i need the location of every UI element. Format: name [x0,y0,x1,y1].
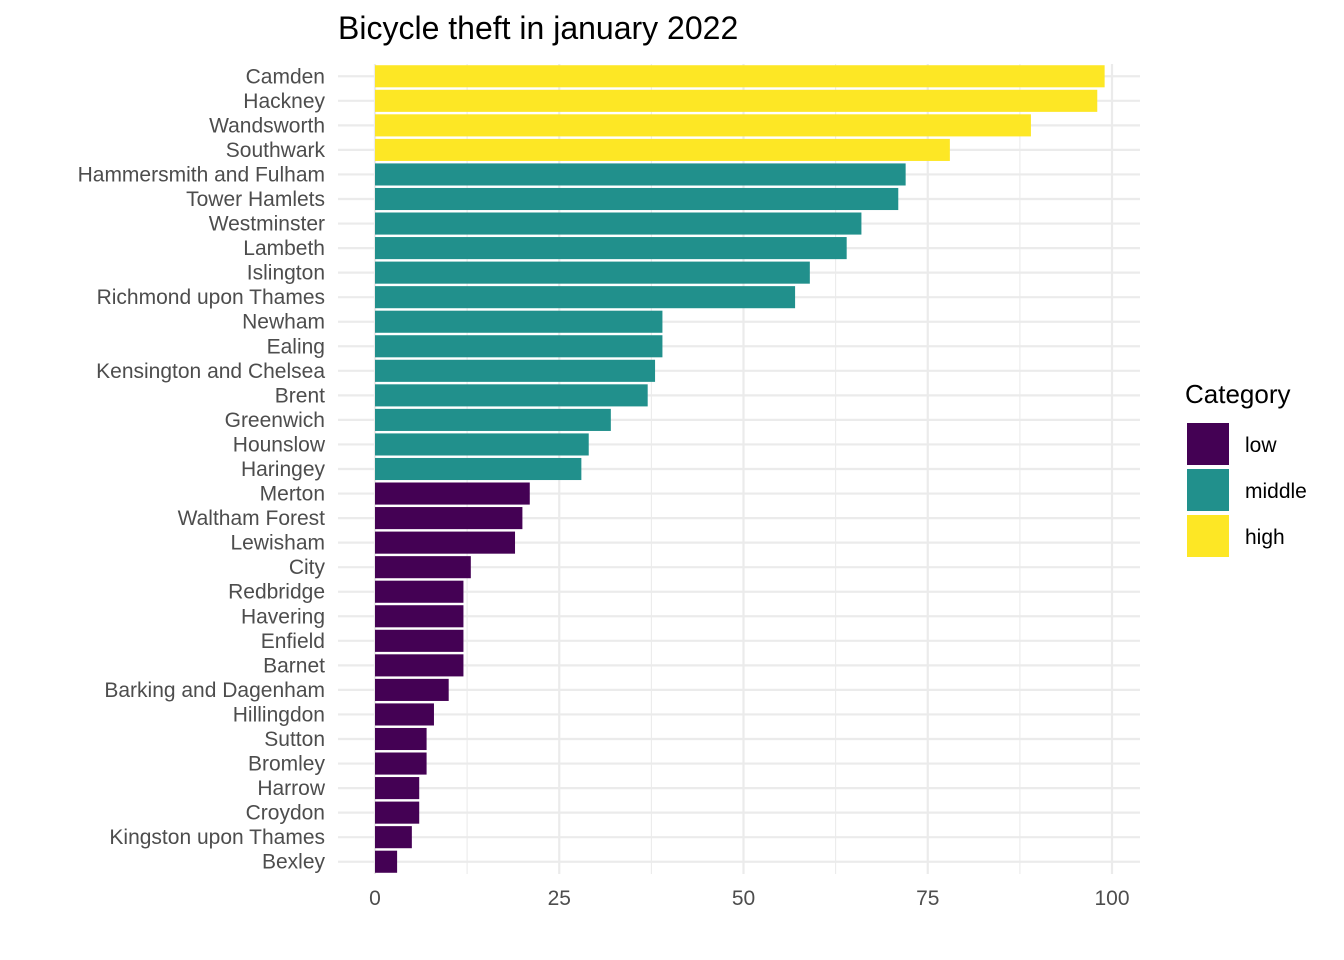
y-tick-label: Camden [246,65,325,88]
bar [375,89,1098,112]
legend-items: low middle high [1187,423,1307,557]
bar [375,850,398,873]
bar [375,482,530,505]
bar [375,384,648,407]
bar [375,212,862,235]
bar [375,457,582,481]
y-tick-label: Greenwich [225,409,325,432]
legend-swatch [1187,423,1229,465]
x-tick-labels: 0 25 50 75 100 [369,887,1129,910]
y-tick-label: Southwark [226,139,326,162]
legend: Category low middle high [1185,379,1307,557]
y-tick-label: Westminster [209,213,325,236]
y-tick-label: Richmond upon Thames [97,286,325,309]
bar [375,654,464,677]
bar [375,433,589,456]
y-tick-label: Sutton [264,728,325,751]
legend-swatch [1187,469,1229,511]
x-tick-label: 25 [548,887,571,910]
bar [375,678,449,701]
bar [375,777,420,800]
bar [375,727,427,751]
y-tick-label: Waltham Forest [178,507,326,530]
y-tick-label: Barnet [263,654,325,677]
bar [375,163,906,186]
bar [375,65,1105,88]
y-tick-label: Lewisham [230,532,325,555]
y-tick-label: Lambeth [243,237,325,260]
legend-label: low [1245,434,1277,457]
y-tick-label: Enfield [261,630,325,653]
bar [375,801,420,824]
bar [375,580,464,603]
bar [375,507,523,530]
y-tick-label: Bexley [262,851,326,874]
y-tick-label: Haringey [241,458,326,481]
y-tick-label: Ealing [267,335,325,358]
bar [375,556,471,579]
x-tick-label: 0 [369,887,381,910]
bar [375,752,427,775]
bar [375,359,656,382]
y-tick-label: Kensington and Chelsea [96,360,325,383]
y-tick-label: Merton [260,483,325,506]
y-tick-label: Kingston upon Thames [109,826,325,849]
x-tick-label: 100 [1094,887,1129,910]
y-tick-label: Havering [241,605,325,628]
bar [375,531,516,554]
legend-label: middle [1245,480,1307,503]
bar [375,310,663,333]
legend-title: Category [1185,379,1291,409]
bars [375,65,1105,873]
legend-label: high [1245,526,1285,549]
bar [375,286,796,309]
x-tick-label: 50 [732,887,755,910]
y-tick-label: Hackney [243,90,325,113]
bar [375,187,899,211]
x-tick-label: 75 [916,887,939,910]
y-tick-label: Bromley [248,753,326,776]
bar [375,408,611,431]
bar [375,114,1031,137]
y-tick-label: Hillingdon [233,703,325,726]
y-tick-label: Brent [275,384,325,407]
bar [375,605,464,628]
legend-swatch [1187,515,1229,557]
y-tick-label: Hammersmith and Fulham [78,163,325,186]
bar [375,703,434,726]
bar [375,826,412,849]
bar [375,629,464,652]
y-tick-labels: CamdenHackneyWandsworthSouthwarkHammersm… [78,65,326,873]
chart-title: Bicycle theft in january 2022 [338,10,738,46]
bar [375,335,663,358]
y-tick-label: Tower Hamlets [186,188,325,211]
y-tick-label: Harrow [257,777,326,800]
bar [375,237,847,260]
y-tick-label: Croydon [246,802,325,825]
y-tick-label: Redbridge [228,581,325,604]
y-tick-label: Barking and Dagenham [104,679,325,702]
y-tick-label: Newham [242,311,325,334]
y-tick-label: City [289,556,326,579]
y-tick-label: Hounslow [233,433,326,456]
y-tick-label: Islington [247,262,325,285]
y-tick-label: Wandsworth [209,114,325,137]
bar [375,261,810,284]
bar [375,138,950,161]
